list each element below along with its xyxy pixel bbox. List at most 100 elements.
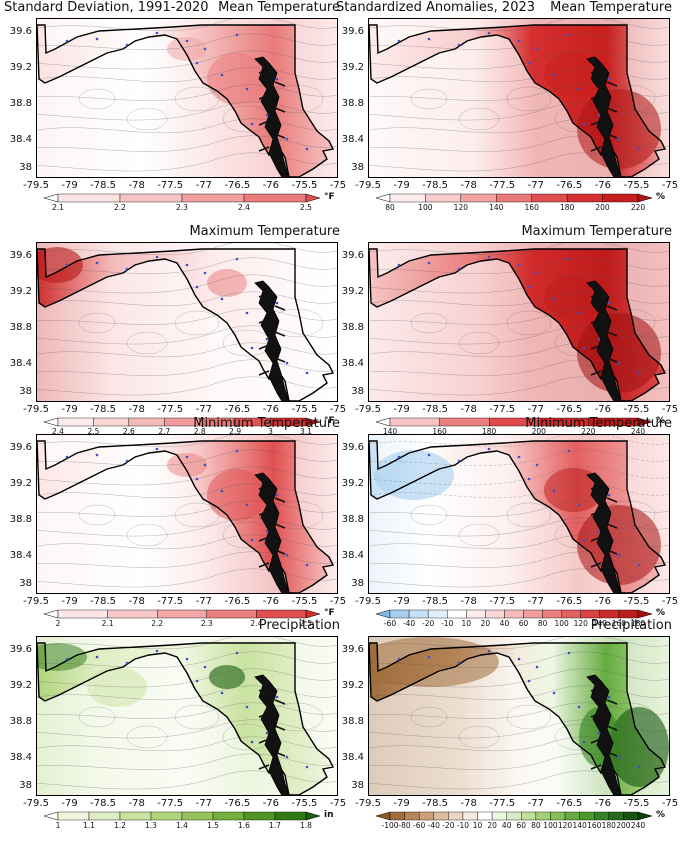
x-tick-label: -75.5	[291, 798, 318, 809]
colorbar-tick-label: 140	[572, 821, 587, 830]
colorbar-tick-label: 60	[518, 619, 529, 628]
x-tick-label: -77	[195, 798, 212, 809]
colorbar-tick-label: 240	[630, 427, 646, 436]
panel-statistic-title: Standard Deviation, 1991-2020	[4, 0, 209, 15]
colorbar-tick-label: 60	[516, 821, 527, 830]
colorbar-tick-label: 1.1	[83, 821, 95, 830]
x-tick-label: -79.5	[23, 596, 49, 607]
colorbar-tick-label: 1.2	[114, 821, 126, 830]
x-tick-label: -79.5	[355, 596, 381, 607]
panel-variable-title: Maximum Temperature	[189, 224, 340, 239]
x-tick-label: -75	[661, 798, 679, 809]
x-tick-label: -75.5	[623, 596, 650, 607]
colorbar-bar	[43, 609, 321, 619]
colorbar-bar	[375, 417, 653, 427]
colorbar-bar	[375, 609, 653, 619]
map-frame	[368, 242, 670, 402]
map-canvas	[37, 435, 337, 593]
colorbar-unit: °F	[324, 608, 335, 618]
colorbar-tick-label: 160	[432, 427, 447, 436]
map-frame	[36, 434, 338, 594]
x-tick-label: -77	[527, 798, 544, 809]
colorbar-tick-label: 140	[382, 427, 398, 436]
y-tick-label: 38	[19, 386, 32, 397]
colorbar-tick-label: -40	[402, 619, 416, 628]
y-tick-label: 38.8	[341, 514, 364, 525]
x-tick-label: -75.5	[623, 798, 650, 809]
colorbar-tick-label: 160	[587, 821, 602, 830]
panel-variable-title: Mean Temperature	[218, 0, 340, 15]
colorbar-unit: °F	[324, 416, 335, 426]
colorbar-tick-label: 1.7	[269, 821, 281, 830]
y-tick-label: 38	[19, 578, 32, 589]
colorbar-unit: %	[656, 416, 666, 426]
y-tick-label: 39.2	[341, 62, 364, 73]
y-tick-label: 39.6	[9, 644, 32, 655]
colorbar: 2 2.1 2.2 2.3 2.4 2.5 °F	[43, 608, 335, 628]
colorbar-tick-label: 2.1	[52, 203, 64, 212]
panel-variable-title: Precipitation	[258, 618, 340, 633]
x-tick-label: -79.5	[23, 798, 49, 809]
colorbar-tick-label: -80	[398, 821, 411, 830]
x-tick-label: -75	[661, 404, 679, 415]
x-tick-label: -75	[661, 180, 679, 191]
colorbar-tick-label: 180	[559, 203, 575, 212]
colorbar-tick-label: 2.1	[101, 619, 114, 628]
y-tick-label: 39.6	[341, 442, 364, 453]
x-tick-label: -79.5	[23, 180, 49, 191]
panel-variable-title: Maximum Temperature	[521, 224, 672, 239]
map-panel: Minimum Temperature 39.6 39.2 38.8 38.4 38 -79…	[332, 416, 678, 636]
colorbar-tick-label: 180	[482, 427, 497, 436]
x-tick-label: -79	[61, 798, 78, 809]
x-tick-label: -75.5	[623, 180, 650, 191]
colorbar-tick-label: 2.3	[176, 203, 188, 212]
x-tick-label: -75.5	[623, 404, 650, 415]
map-frame	[36, 242, 338, 402]
y-tick-label: 39.2	[341, 286, 364, 297]
colorbar-bar	[375, 193, 653, 203]
y-tick-label: 39.6	[9, 442, 32, 453]
x-tick-label: -78.5	[90, 404, 117, 415]
colorbar-tick-label: 2.5	[300, 619, 312, 628]
x-tick-label: -76.5	[556, 180, 583, 191]
x-tick-label: -76	[594, 404, 612, 415]
x-tick-label: -76.5	[556, 404, 583, 415]
panel-variable-title: Precipitation	[590, 618, 672, 633]
colorbar-tick-label: 2.9	[229, 427, 242, 436]
x-tick-label: -75	[329, 596, 347, 607]
y-tick-label: 38.4	[9, 134, 32, 145]
map-panel: Precipitation 39.6 39.2 38.8 38.4 38 -79.5 -79 -…	[0, 618, 346, 838]
y-tick-label: 38	[351, 162, 364, 173]
colorbar-tick-label: 1.8	[300, 821, 312, 830]
colorbar-tick-label: 10	[472, 821, 483, 830]
colorbar-tick-label: 3.1	[300, 427, 312, 436]
x-tick-label: -76	[262, 404, 280, 415]
x-tick-label: -76.5	[556, 798, 583, 809]
panel-variable-title: Minimum Temperature	[193, 416, 340, 431]
y-tick-label: 38	[351, 780, 364, 791]
y-tick-label: 38.8	[9, 716, 32, 727]
map-canvas	[37, 637, 337, 795]
colorbar-tick-label: 1.4	[176, 821, 188, 830]
colorbar-tick-label: 2.6	[122, 427, 135, 436]
x-tick-label: -79	[61, 596, 78, 607]
panel-variable-title: Mean Temperature	[550, 0, 672, 15]
x-tick-label: -77	[527, 180, 544, 191]
y-tick-label: 38.4	[9, 550, 32, 561]
colorbar-tick-label: -10	[456, 821, 470, 830]
colorbar-unit: °F	[324, 192, 335, 202]
colorbar-tick-label: 140	[592, 619, 607, 628]
map-frame	[368, 636, 670, 796]
colorbar-tick-label: 2.4	[238, 203, 250, 212]
colorbar-tick-label: 220	[630, 203, 646, 212]
y-tick-label: 38.8	[9, 98, 32, 109]
colorbar-tick-label: -40	[427, 821, 440, 830]
colorbar-tick-label: 1.5	[207, 821, 219, 830]
y-tick-label: 38.8	[341, 716, 364, 727]
x-tick-label: -76.5	[224, 180, 251, 191]
x-tick-label: -75	[329, 404, 347, 415]
map-canvas	[37, 243, 337, 401]
colorbar: 2.4 2.5 2.6 2.7 2.8 2.9 3 3.1 °F	[43, 416, 335, 436]
map-frame	[368, 18, 670, 178]
x-tick-label: -75.5	[291, 404, 318, 415]
